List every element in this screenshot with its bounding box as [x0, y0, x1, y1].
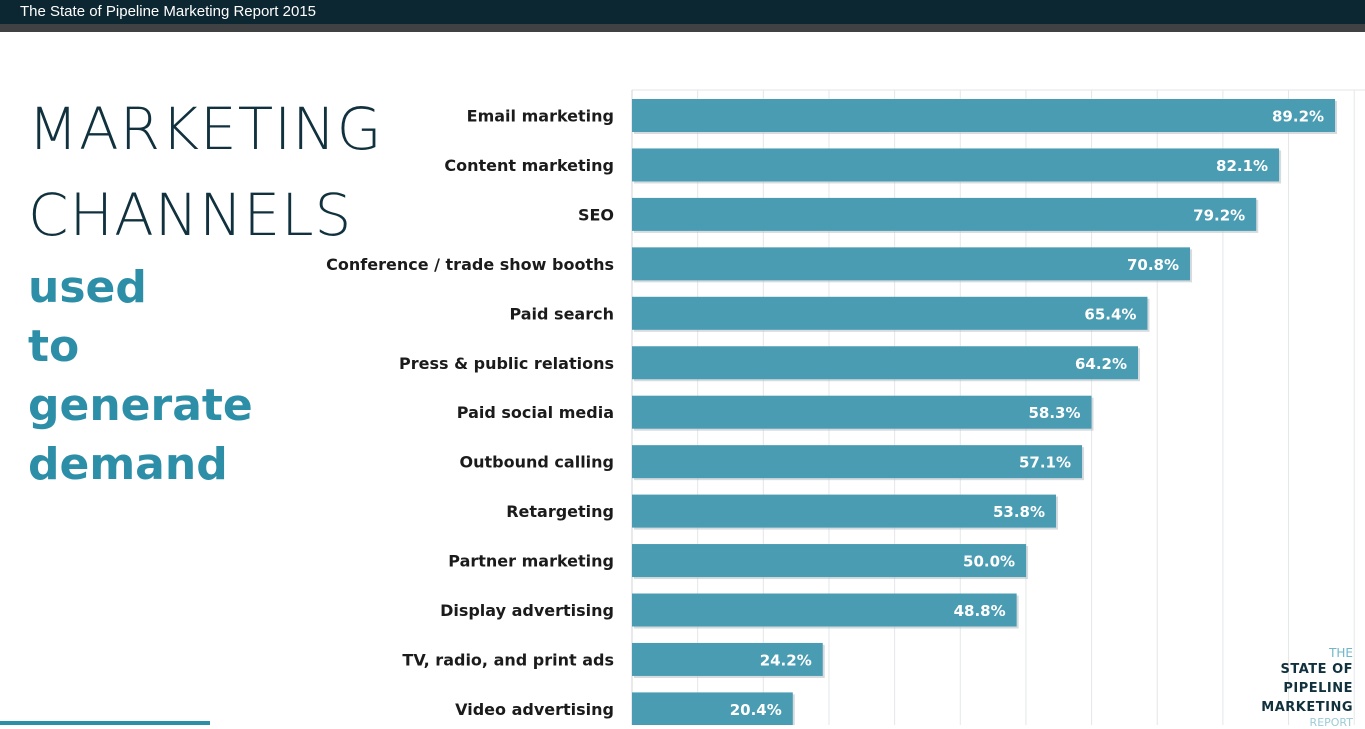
logo-line-2: PIPELINE	[1283, 681, 1353, 696]
data-label: 20.4%	[730, 701, 782, 719]
data-label: 70.8%	[1127, 256, 1179, 274]
data-label: 79.2%	[1193, 206, 1245, 224]
category-label: TV, radio, and print ads	[402, 650, 614, 669]
category-label: Outbound calling	[460, 453, 614, 472]
data-label: 58.3%	[1028, 404, 1080, 422]
bar	[632, 296, 1148, 330]
category-label: Paid search	[509, 304, 614, 323]
logo-line-4: REPORT	[1309, 716, 1353, 729]
bar	[632, 494, 1057, 528]
bar	[632, 544, 1027, 578]
logo-line-1: STATE OF	[1280, 662, 1353, 677]
bottom-accent-strip	[0, 721, 210, 725]
bar	[632, 99, 1336, 132]
heading-line-3: used	[28, 262, 147, 313]
heading-line-6: demand	[28, 439, 228, 490]
category-label: Display advertising	[440, 601, 614, 620]
data-label: 24.2%	[760, 651, 812, 669]
category-label: Conference / trade show booths	[326, 255, 614, 274]
bar	[632, 197, 1257, 231]
bar	[632, 445, 1083, 479]
bar	[632, 692, 793, 725]
data-label: 82.1%	[1216, 157, 1268, 175]
category-label: Partner marketing	[448, 552, 614, 571]
category-label: Content marketing	[444, 156, 614, 175]
logo-line-3: MARKETING	[1261, 700, 1353, 715]
logo-the: THE	[1329, 646, 1353, 660]
heading-line-2: CHANNELS	[28, 181, 353, 249]
window-title-bar: The State of Pipeline Marketing Report 2…	[0, 0, 1365, 24]
data-label: 57.1%	[1019, 454, 1071, 472]
bar	[632, 148, 1280, 182]
bar	[632, 642, 823, 676]
category-label: Paid social media	[457, 403, 614, 422]
category-label: Email marketing	[467, 107, 614, 126]
category-label: Press & public relations	[399, 354, 614, 373]
category-label: SEO	[578, 205, 614, 224]
heading-line-4: to	[28, 321, 80, 372]
data-label: 64.2%	[1075, 355, 1127, 373]
category-label: Retargeting	[506, 502, 614, 521]
bar	[632, 593, 1017, 627]
bar	[632, 346, 1139, 380]
data-label: 89.2%	[1272, 108, 1324, 126]
bar	[632, 395, 1092, 429]
chart-bars: Email marketing 89.2% Content marketing 82.…	[326, 99, 1338, 725]
heading-line-1: MARKETING	[28, 95, 383, 163]
heading-line-5: generate	[28, 380, 253, 431]
report-logo: THE STATE OF PIPELINE MARKETING REPORT	[1261, 646, 1353, 729]
infographic-heading: MARKETING CHANNELS used to generate dema…	[28, 86, 383, 494]
data-label: 50.0%	[963, 553, 1015, 571]
category-label: Video advertising	[455, 700, 614, 719]
title-bar-divider	[0, 24, 1365, 32]
window-title: The State of Pipeline Marketing Report 2…	[20, 3, 317, 20]
data-label: 53.8%	[993, 503, 1045, 521]
data-label: 48.8%	[954, 602, 1006, 620]
data-label: 65.4%	[1084, 305, 1136, 323]
bar	[632, 247, 1191, 281]
